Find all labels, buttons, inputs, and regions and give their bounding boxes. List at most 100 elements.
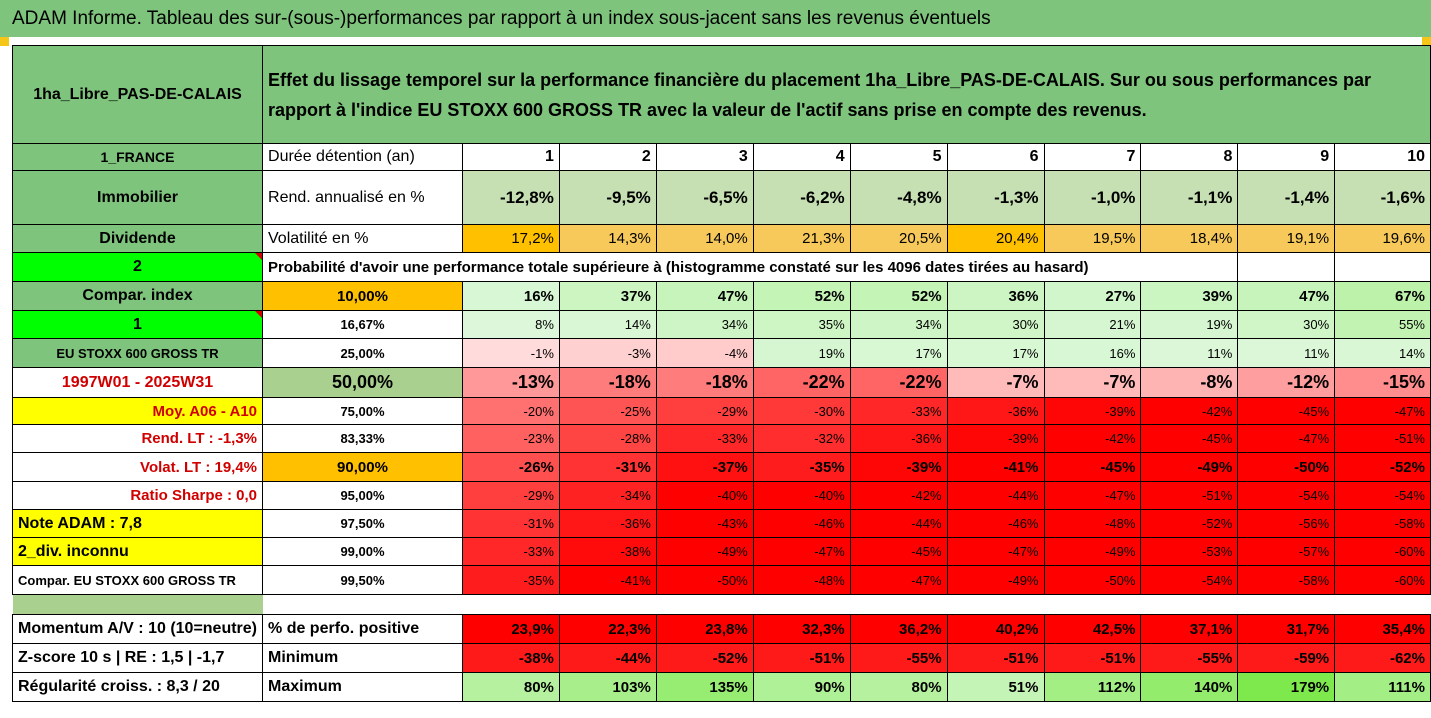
note-label: Note ADAM : 7,8 [11,509,264,538]
row-label-duree: Durée détention (an) [262,143,463,171]
percentile-value: -50% [1043,565,1142,595]
year-header: 5 [849,143,948,171]
percentile-value: -1% [461,338,560,368]
year-header: 6 [946,143,1045,171]
percentile-value: -42% [1140,397,1239,425]
rend-value: -1,4% [1237,170,1336,225]
rend-value: -1,6% [1334,170,1431,225]
corner-marker-left [0,37,9,46]
percentile-value: -40% [655,481,754,510]
percentile-level: 95,00% [262,481,463,510]
empty-cell [1334,252,1431,282]
sharpe-label: Ratio Sharpe : 0,0 [11,481,264,510]
maximum-value: 112% [1043,672,1142,702]
row-label-proba: Probabilité d'avoir une performance tota… [262,252,1239,282]
period-label: 1997W01 - 2025W31 [11,367,264,398]
percentile-level: 97,50% [262,509,463,538]
percentile-value: -58% [1334,509,1431,538]
percentile-value: -29% [655,397,754,425]
percentile-value: -53% [1140,537,1239,566]
percentile-level: 75,00% [262,397,463,425]
percentile-value: -47% [849,565,948,595]
percentile-value: -43% [655,509,754,538]
percentile-value: 34% [655,310,754,339]
percentile-value: -33% [461,537,560,566]
row-label-volat: Volatilité en % [262,224,463,253]
percentile-value: -50% [1237,452,1336,482]
percentile-value: -36% [849,424,948,453]
percentile-value: -47% [1237,424,1336,453]
percentile-value: -34% [558,481,657,510]
performance-table: 1ha_Libre_PAS-DE-CALAIS Effet du lissage… [11,45,1431,702]
percentile-value: -42% [1043,424,1142,453]
percentile-value: -46% [946,509,1045,538]
compar-full-label: Compar. EU STOXX 600 GROSS TR [11,565,264,595]
minimum-value: -51% [1043,643,1142,673]
percentile-value: -35% [461,565,560,595]
percentile-value: 21% [1043,310,1142,339]
percentile-level: 99,00% [262,537,463,566]
percentile-value: 55% [1334,310,1431,339]
percentile-value: 16% [461,281,560,311]
volat-value: 21,3% [752,224,851,253]
rend-value: -1,3% [946,170,1045,225]
year-header: 7 [1043,143,1142,171]
rend-value: -12,8% [461,170,560,225]
minimum-value: -52% [655,643,754,673]
row-label-rend: Rend. annualisé en % [262,170,463,225]
maximum-value: 179% [1237,672,1336,702]
percentile-value: -33% [849,397,948,425]
bottom-left-label: Z-score 10 s | RE : 1,5 | -1,7 [11,643,264,673]
percentile-value: -23% [461,424,560,453]
percentile-value: -47% [946,537,1045,566]
percentile-value: -8% [1140,367,1239,398]
volat-value: 19,6% [1334,224,1431,253]
percentile-value: -3% [558,338,657,368]
table-description: Effet du lissage temporel sur la perform… [262,45,1431,144]
percentile-value: -22% [849,367,948,398]
percentile-value: -47% [1043,481,1142,510]
percentile-value: -48% [752,565,851,595]
percentile-value: -29% [461,481,560,510]
percentile-value: 30% [946,310,1045,339]
percentile-value: 8% [461,310,560,339]
percentile-value: -56% [1237,509,1336,538]
percentile-value: -28% [558,424,657,453]
perf_pos-value: 32,3% [752,614,851,644]
percentile-value: -47% [752,537,851,566]
percentile-value: 19% [752,338,851,368]
percentile-value: -45% [1043,452,1142,482]
percentile-value: 27% [1043,281,1142,311]
percentile-level: 83,33% [262,424,463,453]
percentile-value: 16% [1043,338,1142,368]
perf_pos-value: 36,2% [849,614,948,644]
perf_pos-value: 23,9% [461,614,560,644]
rend-lt-label: Rend. LT : -1,3% [11,424,264,453]
percentile-value: -35% [752,452,851,482]
percentile-value: 36% [946,281,1045,311]
percentile-value: 11% [1140,338,1239,368]
percentile-level: 16,67% [262,310,463,339]
percentile-value: 17% [849,338,948,368]
bottom-left-label: Momentum A/V : 10 (10=neutre) [11,614,264,644]
percentile-value: -52% [1334,452,1431,482]
percentile-value: -12% [1237,367,1336,398]
percentile-level: 10,00% [262,281,463,311]
rend-value: -6,5% [655,170,754,225]
empty-cell [1237,252,1336,282]
percentile-value: -36% [558,509,657,538]
report-title: ADAM Informe. Tableau des sur-(sous-)per… [0,0,1431,37]
num1-label: 1 [11,310,264,339]
compar-label: Compar. index [11,281,264,311]
perf_pos-value: 40,2% [946,614,1045,644]
rend-value: -4,8% [849,170,948,225]
country-label: 1_FRANCE [11,143,264,171]
category-label: Immobilier [11,170,264,225]
percentile-value: -44% [946,481,1045,510]
bottom-left-label: Régularité croiss. : 8,3 / 20 [11,672,264,702]
year-header: 9 [1237,143,1336,171]
moy-label: Moy. A06 - A10 [11,397,264,425]
minimum-value: -44% [558,643,657,673]
perf_pos-value: 35,4% [1334,614,1431,644]
div-label: 2_div. inconnu [11,537,264,566]
